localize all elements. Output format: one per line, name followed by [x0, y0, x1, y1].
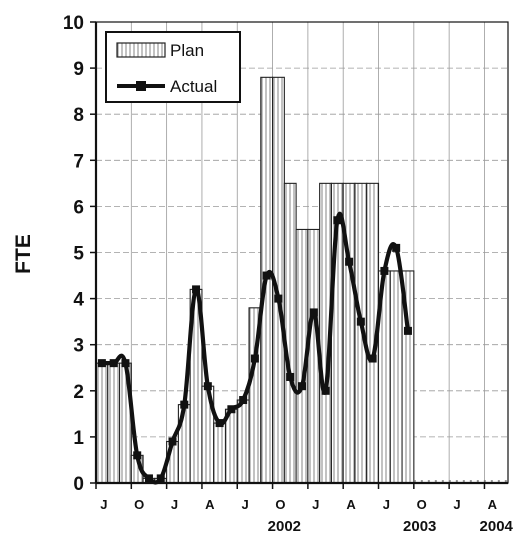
actual-point	[97, 359, 106, 368]
y-tick-label: 8	[73, 105, 84, 126]
actual-point	[203, 382, 212, 391]
y-axis-label: FTE	[12, 234, 35, 274]
legend-actual-label: Actual	[170, 77, 217, 96]
actual-point	[392, 243, 401, 252]
plan-bar	[236, 399, 250, 484]
legend-plan-swatch	[116, 42, 166, 58]
actual-point	[403, 326, 412, 335]
actual-point	[156, 474, 165, 483]
x-tick-labels: J O J A J O J A J O J A 2002 2003 2004	[100, 497, 513, 535]
plan-bar	[95, 362, 109, 484]
actual-point	[333, 216, 342, 225]
y-tick-label: 6	[73, 197, 84, 218]
x-tick-label: O	[275, 497, 285, 512]
plan-bar	[389, 270, 403, 484]
y-tick-label: 2	[73, 382, 84, 403]
y-tick-label: 4	[73, 290, 84, 311]
actual-point	[274, 294, 283, 303]
actual-point	[262, 271, 271, 280]
x-tick-label: J	[100, 497, 107, 512]
x-tick-label: J	[453, 497, 460, 512]
actual-point	[168, 437, 177, 446]
actual-point	[298, 382, 306, 391]
x-year-label: 2003	[403, 518, 436, 535]
actual-point	[133, 451, 142, 460]
x-tick-label: J	[383, 497, 390, 512]
x-tick-label: J	[312, 497, 319, 512]
actual-point	[144, 474, 153, 483]
x-tick-label: O	[417, 497, 427, 512]
y-tick-labels: 0 1 2 3 4 5 6 7 8 9 10	[63, 13, 85, 495]
actual-point	[192, 285, 201, 294]
plan-bars	[95, 76, 415, 484]
y-tick-label: 1	[73, 428, 84, 449]
x-tick-label: J	[171, 497, 178, 512]
axes	[90, 21, 509, 489]
actual-point	[215, 419, 224, 428]
actual-point	[356, 317, 365, 326]
legend-plan-label: Plan	[170, 41, 204, 60]
plan-bar	[213, 422, 227, 484]
y-tick-label: 5	[73, 244, 84, 265]
x-year-label: 2002	[268, 518, 301, 535]
actual-point	[239, 396, 248, 405]
x-tick-label: O	[134, 497, 144, 512]
actual-point	[321, 386, 330, 395]
legend-actual-marker	[136, 81, 146, 91]
actual-point	[380, 266, 389, 275]
actual-point	[109, 359, 118, 368]
actual-point	[121, 359, 130, 368]
plan-bar	[283, 182, 297, 484]
y-tick-label: 7	[73, 151, 84, 172]
actual-point	[368, 354, 377, 363]
y-tick-label: 10	[63, 13, 84, 34]
x-tick-label: A	[346, 497, 356, 512]
y-tick-label: 3	[73, 336, 84, 357]
actual-point	[250, 354, 259, 363]
x-tick-label: J	[242, 497, 249, 512]
plan-bar	[107, 362, 121, 484]
actual-point	[227, 405, 236, 414]
x-tick-label: A	[488, 497, 498, 512]
actual-point	[286, 372, 295, 381]
actual-point	[345, 257, 354, 266]
y-tick-label: 9	[73, 59, 84, 80]
x-tick-label: A	[205, 497, 215, 512]
actual-point	[180, 400, 189, 409]
y-tick-label: 0	[73, 474, 84, 495]
x-year-label: 2004	[480, 518, 514, 535]
legend: Plan Actual	[105, 31, 241, 103]
actual-point	[309, 308, 318, 317]
